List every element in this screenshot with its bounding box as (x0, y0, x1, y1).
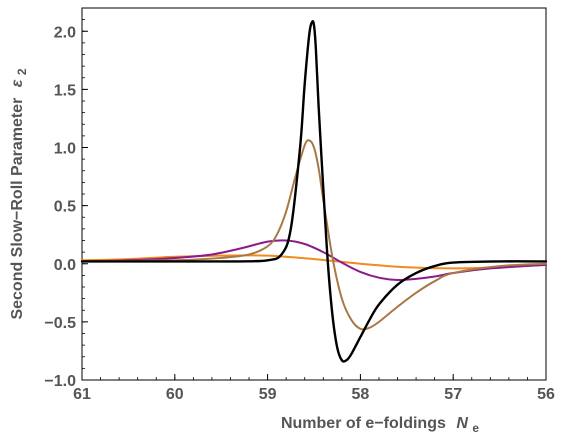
y-tick-label: 2.0 (54, 24, 76, 41)
x-axis-title-subscript: e (472, 421, 479, 435)
x-axis-title-symbol: N (456, 415, 468, 432)
y-tick-label: 1.0 (54, 141, 76, 158)
x-tick-label: 60 (166, 386, 184, 403)
x-tick-label: 59 (259, 386, 277, 403)
ticks: 61 60 59 58 57 56 −1.0 −0.5 0.0 0.5 1.0 1.5 2.0 (44, 7, 555, 403)
plot-frame (81, 7, 547, 381)
x-tick-label: 56 (537, 386, 555, 403)
y-tick-label: 1.5 (54, 82, 76, 99)
y-tick-label: −0.5 (44, 315, 76, 332)
y-tick-label: 0.0 (54, 257, 76, 274)
series-line-4 (80, 20, 548, 363)
y-tick-label: 0.5 (54, 199, 76, 216)
y-axis-title-symbol: ε (9, 79, 26, 87)
y-axis-title-subscript: 2 (15, 68, 29, 75)
x-axis-title: Number of e−foldings N e (281, 415, 479, 435)
x-tick-label: 57 (444, 386, 462, 403)
x-axis-title-text: Number of e−foldings (281, 415, 446, 432)
y-axis-title: Second Slow−Roll Parameter ε 2 (9, 68, 29, 319)
series-line-1 (81, 254, 547, 270)
x-tick-label: 58 (352, 386, 370, 403)
series-layer (80, 20, 548, 363)
y-tick-label: −1.0 (44, 373, 76, 390)
y-axis-title-text: Second Slow−Roll Parameter (9, 98, 26, 320)
x-tick-label: 61 (73, 386, 91, 403)
series-line-3 (81, 139, 547, 331)
